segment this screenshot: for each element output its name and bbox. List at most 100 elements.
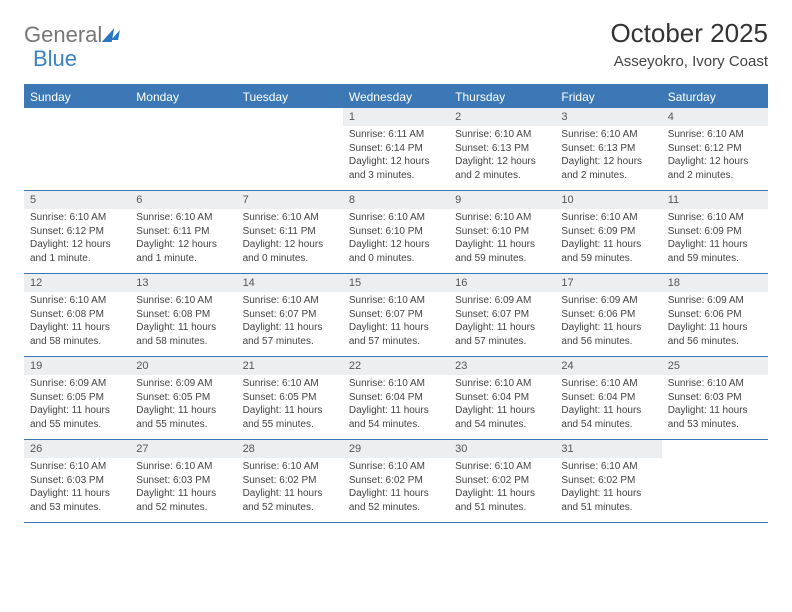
daylight-text: Daylight: 12 hours and 1 minute. bbox=[30, 238, 124, 265]
day-number: 7 bbox=[237, 191, 343, 209]
sunset-text: Sunset: 6:02 PM bbox=[455, 474, 549, 488]
day-cell: 20Sunrise: 6:09 AMSunset: 6:05 PMDayligh… bbox=[130, 357, 236, 439]
daylight-text: Daylight: 12 hours and 2 minutes. bbox=[455, 155, 549, 182]
day-number: 10 bbox=[555, 191, 661, 209]
sunrise-text: Sunrise: 6:10 AM bbox=[136, 294, 230, 308]
day-cell: 30Sunrise: 6:10 AMSunset: 6:02 PMDayligh… bbox=[449, 440, 555, 522]
day-cell: 18Sunrise: 6:09 AMSunset: 6:06 PMDayligh… bbox=[662, 274, 768, 356]
day-info: Sunrise: 6:10 AMSunset: 6:02 PMDaylight:… bbox=[555, 458, 661, 518]
day-number: 9 bbox=[449, 191, 555, 209]
sunset-text: Sunset: 6:03 PM bbox=[30, 474, 124, 488]
day-cell: 5Sunrise: 6:10 AMSunset: 6:12 PMDaylight… bbox=[24, 191, 130, 273]
sunrise-text: Sunrise: 6:09 AM bbox=[668, 294, 762, 308]
sunset-text: Sunset: 6:14 PM bbox=[349, 142, 443, 156]
daylight-text: Daylight: 12 hours and 0 minutes. bbox=[349, 238, 443, 265]
empty-cell bbox=[24, 108, 130, 190]
daylight-text: Daylight: 12 hours and 1 minute. bbox=[136, 238, 230, 265]
sunset-text: Sunset: 6:04 PM bbox=[455, 391, 549, 405]
daylight-text: Daylight: 11 hours and 59 minutes. bbox=[455, 238, 549, 265]
sunset-text: Sunset: 6:09 PM bbox=[668, 225, 762, 239]
day-info: Sunrise: 6:10 AMSunset: 6:04 PMDaylight:… bbox=[555, 375, 661, 435]
day-cell: 7Sunrise: 6:10 AMSunset: 6:11 PMDaylight… bbox=[237, 191, 343, 273]
logo-triangle-icon bbox=[111, 30, 120, 40]
daylight-text: Daylight: 11 hours and 54 minutes. bbox=[455, 404, 549, 431]
day-info: Sunrise: 6:09 AMSunset: 6:05 PMDaylight:… bbox=[130, 375, 236, 435]
logo: General bbox=[24, 18, 120, 48]
day-info: Sunrise: 6:10 AMSunset: 6:10 PMDaylight:… bbox=[343, 209, 449, 269]
day-cell: 13Sunrise: 6:10 AMSunset: 6:08 PMDayligh… bbox=[130, 274, 236, 356]
day-number: 8 bbox=[343, 191, 449, 209]
day-number: 19 bbox=[24, 357, 130, 375]
day-info: Sunrise: 6:09 AMSunset: 6:07 PMDaylight:… bbox=[449, 292, 555, 352]
day-number: 14 bbox=[237, 274, 343, 292]
daylight-text: Daylight: 11 hours and 51 minutes. bbox=[561, 487, 655, 514]
daylight-text: Daylight: 12 hours and 2 minutes. bbox=[668, 155, 762, 182]
sunrise-text: Sunrise: 6:10 AM bbox=[243, 294, 337, 308]
sunrise-text: Sunrise: 6:10 AM bbox=[30, 211, 124, 225]
day-header-cell: Friday bbox=[555, 86, 661, 108]
day-cell: 27Sunrise: 6:10 AMSunset: 6:03 PMDayligh… bbox=[130, 440, 236, 522]
sunrise-text: Sunrise: 6:10 AM bbox=[349, 294, 443, 308]
daylight-text: Daylight: 11 hours and 55 minutes. bbox=[243, 404, 337, 431]
daylight-text: Daylight: 11 hours and 52 minutes. bbox=[136, 487, 230, 514]
day-number: 29 bbox=[343, 440, 449, 458]
day-number: 21 bbox=[237, 357, 343, 375]
sunrise-text: Sunrise: 6:10 AM bbox=[349, 377, 443, 391]
day-number: 18 bbox=[662, 274, 768, 292]
day-number: 12 bbox=[24, 274, 130, 292]
week-row: 1Sunrise: 6:11 AMSunset: 6:14 PMDaylight… bbox=[24, 108, 768, 191]
day-cell: 1Sunrise: 6:11 AMSunset: 6:14 PMDaylight… bbox=[343, 108, 449, 190]
daylight-text: Daylight: 11 hours and 53 minutes. bbox=[30, 487, 124, 514]
daylight-text: Daylight: 11 hours and 52 minutes. bbox=[243, 487, 337, 514]
empty-cell bbox=[237, 108, 343, 190]
day-cell: 24Sunrise: 6:10 AMSunset: 6:04 PMDayligh… bbox=[555, 357, 661, 439]
day-info: Sunrise: 6:09 AMSunset: 6:06 PMDaylight:… bbox=[662, 292, 768, 352]
daylight-text: Daylight: 11 hours and 58 minutes. bbox=[30, 321, 124, 348]
day-info: Sunrise: 6:10 AMSunset: 6:03 PMDaylight:… bbox=[24, 458, 130, 518]
daylight-text: Daylight: 11 hours and 57 minutes. bbox=[455, 321, 549, 348]
daylight-text: Daylight: 11 hours and 57 minutes. bbox=[349, 321, 443, 348]
day-cell: 9Sunrise: 6:10 AMSunset: 6:10 PMDaylight… bbox=[449, 191, 555, 273]
day-cell: 28Sunrise: 6:10 AMSunset: 6:02 PMDayligh… bbox=[237, 440, 343, 522]
day-info: Sunrise: 6:10 AMSunset: 6:04 PMDaylight:… bbox=[449, 375, 555, 435]
daylight-text: Daylight: 12 hours and 0 minutes. bbox=[243, 238, 337, 265]
daylight-text: Daylight: 11 hours and 56 minutes. bbox=[561, 321, 655, 348]
sunset-text: Sunset: 6:02 PM bbox=[243, 474, 337, 488]
day-number: 20 bbox=[130, 357, 236, 375]
sunrise-text: Sunrise: 6:10 AM bbox=[243, 377, 337, 391]
daylight-text: Daylight: 11 hours and 54 minutes. bbox=[349, 404, 443, 431]
day-info: Sunrise: 6:10 AMSunset: 6:02 PMDaylight:… bbox=[237, 458, 343, 518]
sunrise-text: Sunrise: 6:10 AM bbox=[561, 211, 655, 225]
day-header-cell: Thursday bbox=[449, 86, 555, 108]
sunset-text: Sunset: 6:11 PM bbox=[136, 225, 230, 239]
day-info: Sunrise: 6:10 AMSunset: 6:12 PMDaylight:… bbox=[24, 209, 130, 269]
sunrise-text: Sunrise: 6:10 AM bbox=[455, 460, 549, 474]
day-number: 22 bbox=[343, 357, 449, 375]
empty-cell bbox=[662, 440, 768, 522]
day-info: Sunrise: 6:10 AMSunset: 6:03 PMDaylight:… bbox=[130, 458, 236, 518]
sunrise-text: Sunrise: 6:10 AM bbox=[668, 377, 762, 391]
day-info: Sunrise: 6:10 AMSunset: 6:05 PMDaylight:… bbox=[237, 375, 343, 435]
sunset-text: Sunset: 6:13 PM bbox=[455, 142, 549, 156]
logo-text-2: Blue bbox=[33, 46, 77, 72]
day-header-cell: Tuesday bbox=[237, 86, 343, 108]
sunrise-text: Sunrise: 6:10 AM bbox=[349, 211, 443, 225]
day-info: Sunrise: 6:10 AMSunset: 6:03 PMDaylight:… bbox=[662, 375, 768, 435]
daylight-text: Daylight: 12 hours and 3 minutes. bbox=[349, 155, 443, 182]
sunset-text: Sunset: 6:03 PM bbox=[136, 474, 230, 488]
day-cell: 4Sunrise: 6:10 AMSunset: 6:12 PMDaylight… bbox=[662, 108, 768, 190]
day-info: Sunrise: 6:10 AMSunset: 6:10 PMDaylight:… bbox=[449, 209, 555, 269]
sunrise-text: Sunrise: 6:10 AM bbox=[561, 377, 655, 391]
sunrise-text: Sunrise: 6:10 AM bbox=[561, 460, 655, 474]
day-header-cell: Saturday bbox=[662, 86, 768, 108]
empty-cell bbox=[130, 108, 236, 190]
sunset-text: Sunset: 6:02 PM bbox=[561, 474, 655, 488]
week-row: 19Sunrise: 6:09 AMSunset: 6:05 PMDayligh… bbox=[24, 357, 768, 440]
sunset-text: Sunset: 6:03 PM bbox=[668, 391, 762, 405]
daylight-text: Daylight: 11 hours and 59 minutes. bbox=[668, 238, 762, 265]
sunrise-text: Sunrise: 6:10 AM bbox=[455, 211, 549, 225]
day-info: Sunrise: 6:10 AMSunset: 6:08 PMDaylight:… bbox=[24, 292, 130, 352]
sunset-text: Sunset: 6:10 PM bbox=[349, 225, 443, 239]
sunrise-text: Sunrise: 6:10 AM bbox=[136, 460, 230, 474]
day-cell: 31Sunrise: 6:10 AMSunset: 6:02 PMDayligh… bbox=[555, 440, 661, 522]
